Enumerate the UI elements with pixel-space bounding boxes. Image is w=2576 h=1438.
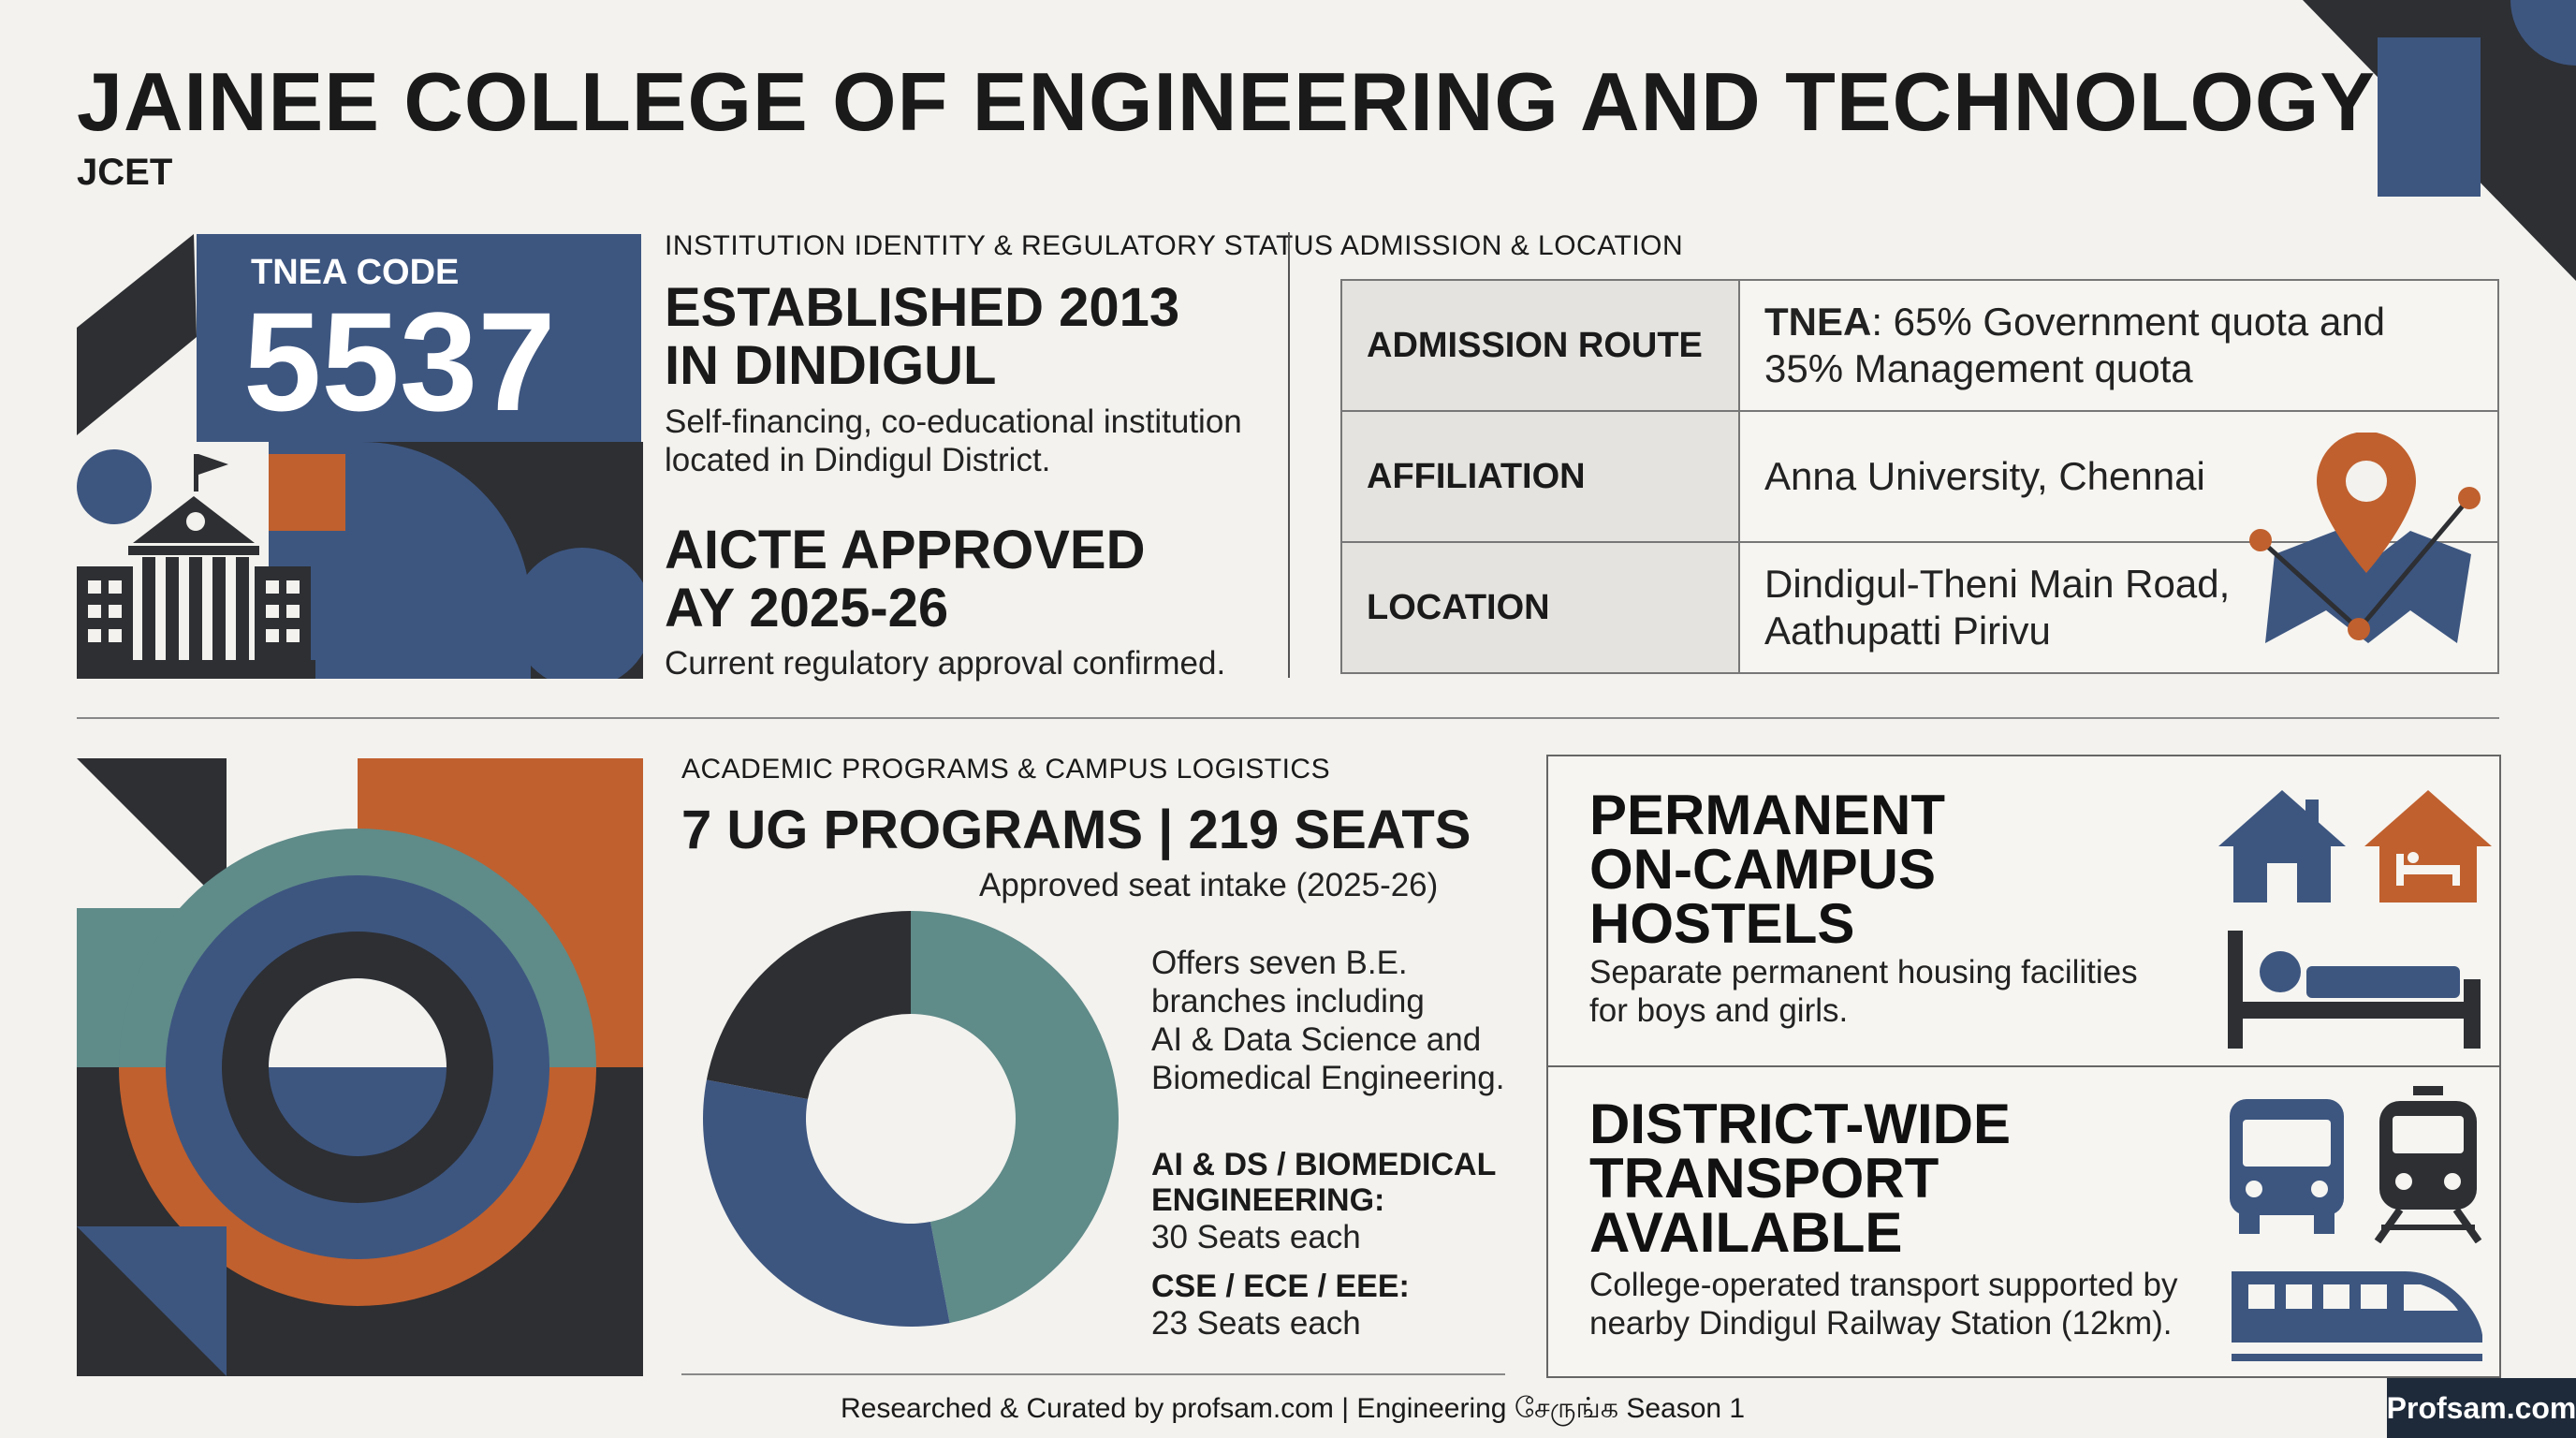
- academics-desc-line-2: branches including: [1151, 983, 1425, 1020]
- academics-headline: 7 UG PROGRAMS | 219 SEATS: [681, 800, 1471, 860]
- hostel-title: PERMANENT ON-CAMPUS HOSTELS: [1589, 784, 1946, 955]
- location-key: LOCATION: [1340, 541, 1740, 674]
- admission-route-bold: TNEA: [1764, 300, 1872, 344]
- corner-decoration: [2303, 0, 2576, 281]
- academics-bottom-rule: [681, 1373, 1505, 1375]
- donut-slice-2: [703, 1079, 950, 1327]
- tnea-code-label: TNEA CODE: [251, 253, 460, 292]
- aicte-line-1: AICTE APPROVED: [665, 520, 1146, 580]
- seat-group-1: AI & DS / BIOMEDICAL ENGINEERING: 30 Sea…: [1151, 1147, 1496, 1256]
- admission-route-line-1: : 65% Government quota and: [1871, 300, 2386, 344]
- hostel-title-line-3: HOSTELS: [1589, 892, 1855, 955]
- academics-subheadline: Approved seat intake (2025-26): [979, 867, 1439, 903]
- table-row: ADMISSION ROUTE TNEA: 65% Government quo…: [1340, 279, 2499, 412]
- hostel-room-icon: [2364, 790, 2492, 902]
- aicte-description: Current regulatory approval confirmed.: [665, 645, 1226, 682]
- tnea-code-value: 5537: [243, 283, 556, 440]
- academics-section-label: ACADEMIC PROGRAMS & CAMPUS LOGISTICS: [681, 754, 1331, 785]
- bed-icon: [2228, 931, 2481, 1049]
- bus-icon: [2230, 1099, 2344, 1234]
- seat-group-1-title-line-2: ENGINEERING:: [1151, 1182, 1385, 1218]
- university-building-icon: [77, 454, 315, 679]
- seat-donut-chart: [703, 911, 1119, 1327]
- transport-title-line-3: AVAILABLE: [1589, 1201, 1903, 1264]
- established-desc-line-1: Self-financing, co-educational instituti…: [665, 404, 1242, 440]
- hostel-title-line-2: ON-CAMPUS: [1589, 838, 1936, 901]
- geometric-art-top: [77, 234, 643, 679]
- aicte-line-2: AY 2025-26: [665, 578, 949, 638]
- transport-card: DISTRICT-WIDE TRANSPORT AVAILABLE Colleg…: [1546, 1065, 2501, 1378]
- hostel-description: Separate permanent housing facilities fo…: [1589, 953, 2138, 1030]
- established-line-2: IN DINDIGUL: [665, 335, 997, 396]
- academics-desc-line-1: Offers seven B.E.: [1151, 945, 1408, 981]
- identity-section-label: INSTITUTION IDENTITY & REGULATORY STATUS: [665, 230, 1334, 261]
- seat-group-1-title-line-1: AI & DS / BIOMEDICAL: [1151, 1147, 1497, 1182]
- hostel-desc-line-1: Separate permanent housing facilities: [1589, 954, 2138, 990]
- admission-route-key: ADMISSION ROUTE: [1340, 279, 1740, 412]
- tnea-code-box: TNEA CODE 5537: [197, 234, 641, 442]
- location-line-1: Dindigul-Theni Main Road,: [1764, 562, 2231, 606]
- hostel-title-line-1: PERMANENT: [1589, 784, 1946, 846]
- transport-desc-line-2: nearby Dindigul Railway Station (12km).: [1589, 1305, 2173, 1342]
- aicte-heading: AICTE APPROVED AY 2025-26: [665, 521, 1145, 638]
- donut-slice-3: [706, 911, 911, 1100]
- section-divider-horizontal: [77, 717, 2499, 719]
- established-line-1: ESTABLISHED 2013: [665, 277, 1180, 338]
- hostel-desc-line-2: for boys and girls.: [1589, 992, 1849, 1029]
- academics-description: Offers seven B.E. branches including AI …: [1151, 944, 1504, 1097]
- seat-group-2: CSE / ECE / EEE: 23 Seats each: [1151, 1269, 1410, 1343]
- table-row: LOCATION Dindigul-Theni Main Road, Aathu…: [1340, 541, 2499, 674]
- admission-route-line-2: 35% Management quota: [1764, 346, 2193, 390]
- established-desc-line-2: located in Dindigul District.: [665, 442, 1051, 478]
- high-speed-train-icon: [2232, 1271, 2482, 1361]
- geometric-art-bottom: [77, 758, 643, 1376]
- academics-desc-line-4: Biomedical Engineering.: [1151, 1060, 1505, 1096]
- map-pin-icon: [2249, 433, 2481, 643]
- admission-route-value: TNEA: 65% Government quota and 35% Manag…: [1738, 279, 2499, 412]
- train-icon: [2374, 1086, 2482, 1243]
- transport-title: DISTRICT-WIDE TRANSPORT AVAILABLE: [1589, 1093, 2011, 1264]
- location-line-2: Aathupatti Pirivu: [1764, 609, 2051, 653]
- academics-desc-line-3: AI & Data Science and: [1151, 1021, 1482, 1058]
- donut-slice-1: [911, 911, 1119, 1324]
- established-heading: ESTABLISHED 2013 IN DINDIGUL: [665, 279, 1179, 395]
- established-description: Self-financing, co-educational instituti…: [665, 403, 1242, 479]
- seat-group-2-title: CSE / ECE / EEE:: [1151, 1269, 1410, 1304]
- brand-badge[interactable]: Profsam.com: [2387, 1378, 2576, 1438]
- section-divider-vertical: [1288, 232, 1290, 678]
- transport-desc-line-1: College-operated transport supported by: [1589, 1267, 2178, 1303]
- transport-title-line-1: DISTRICT-WIDE: [1589, 1093, 2011, 1155]
- seat-group-1-seats: 30 Seats each: [1151, 1219, 1361, 1255]
- page-subtitle: JCET: [77, 152, 173, 193]
- transport-title-line-2: TRANSPORT: [1589, 1147, 1939, 1210]
- admission-section-label: ADMISSION & LOCATION: [1340, 230, 1684, 261]
- transport-description: College-operated transport supported by …: [1589, 1266, 2177, 1343]
- affiliation-key: AFFILIATION: [1340, 410, 1740, 543]
- hostel-card: PERMANENT ON-CAMPUS HOSTELS Separate per…: [1546, 755, 2501, 1069]
- seat-group-2-seats: 23 Seats each: [1151, 1305, 1361, 1342]
- page-title: JAINEE COLLEGE OF ENGINEERING AND TECHNO…: [77, 55, 2377, 148]
- house-icon: [2218, 790, 2346, 902]
- footer-credit: Researched & Curated by profsam.com | En…: [841, 1393, 1746, 1424]
